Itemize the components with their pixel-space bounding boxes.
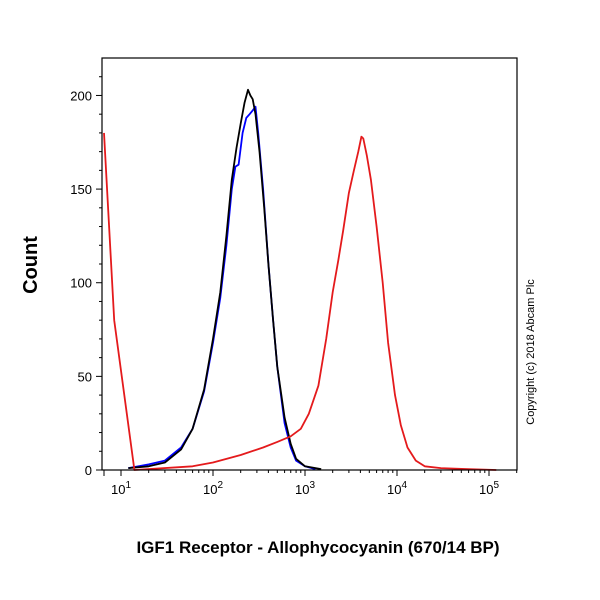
x-tick-label: 101 [111, 480, 131, 497]
x-tick-label: 102 [203, 480, 223, 497]
x-axis-title: IGF1 Receptor - Allophycocyanin (670/14 … [136, 538, 499, 557]
x-tick-label: 103 [295, 480, 315, 497]
x-tick-label: 104 [387, 480, 407, 497]
x-axis-ticks: 101 102 103 104 105 [103, 470, 518, 497]
x-tick-label: 105 [479, 480, 499, 497]
y-tick-label: 100 [70, 276, 92, 291]
histogram-series [103, 88, 497, 471]
histogram-series-line-2 [128, 88, 322, 470]
copyright-annotation: Copyright (c) 2018 Abcam Plc [525, 279, 537, 425]
y-tick-label: 0 [85, 463, 92, 478]
plot-frame [101, 57, 518, 471]
y-tick-label: 50 [78, 369, 92, 384]
y-tick-label: 150 [70, 182, 92, 197]
y-axis-title: Count [20, 236, 42, 294]
histogram-series-line-3 [103, 132, 497, 471]
y-tick-label: 200 [70, 88, 92, 103]
